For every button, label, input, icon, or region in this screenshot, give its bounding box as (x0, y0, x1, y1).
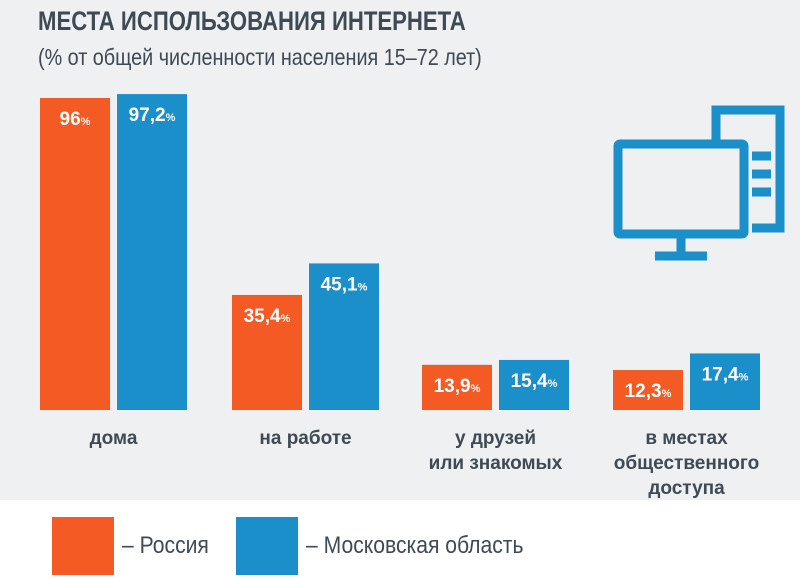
legend-swatch-moscow-region (236, 517, 298, 575)
bar-russia-0 (40, 98, 110, 410)
category-label: доступа (648, 478, 725, 499)
data-label: 15,4% (511, 371, 558, 392)
bar-russia-1 (232, 294, 302, 410)
legend-label-moscow-region: – Московская область (306, 532, 524, 559)
bar-moscow-region-3 (690, 353, 760, 410)
computer-monitor-icon (613, 105, 785, 261)
category-label: дома (90, 428, 138, 449)
category-label: общественного (614, 453, 759, 474)
data-label: 13,9% (434, 376, 481, 397)
bar-moscow-region-1 (309, 263, 379, 410)
chart-subtitle: (% от общей численности населения 15–72 … (38, 44, 482, 70)
chart-title: МЕСТА ИСПОЛЬЗОВАНИЯ ИНТЕРНЕТА (38, 6, 466, 36)
category-label: в местах (645, 428, 728, 449)
legend-item-moscow-region: – Московская область (236, 517, 553, 575)
legend-item-russia: – Россия (52, 517, 221, 575)
bar-chart: 96%35,4%13,9% 12,3%97,2%45,1%15,4% 17,4%до… (40, 94, 785, 499)
data-label: 45,1% (321, 274, 368, 295)
category-label: у друзей (455, 428, 536, 449)
chart-area: МЕСТА ИСПОЛЬЗОВАНИЯ ИНТЕРНЕТА (% от обще… (0, 0, 800, 500)
data-label: 17,4% (702, 364, 749, 385)
bar-russia-3 (613, 370, 683, 410)
data-label: 35,4% (244, 306, 291, 327)
bar-russia-2 (422, 364, 492, 410)
data-label: 12,3% (625, 381, 672, 402)
bar-moscow-region-2 (499, 359, 569, 410)
legend-label-russia: – Россия (122, 532, 209, 559)
bar-moscow-region-0 (117, 94, 187, 410)
category-label: или знакомых (429, 453, 563, 474)
legend-swatch-russia (52, 517, 114, 575)
data-label: 97,2% (129, 105, 176, 126)
category-label: на работе (259, 428, 351, 449)
